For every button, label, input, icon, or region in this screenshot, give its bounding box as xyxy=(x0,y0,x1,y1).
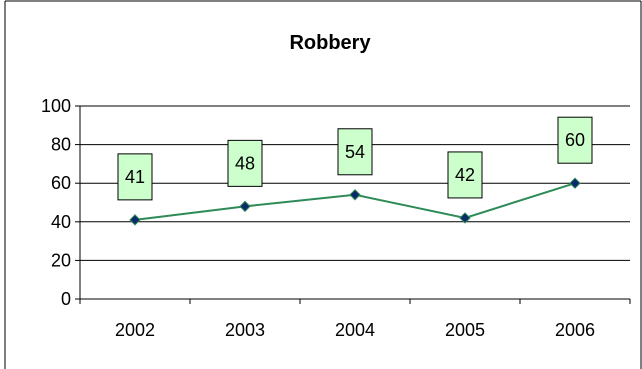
data-point xyxy=(129,214,141,226)
data-label-value: 60 xyxy=(565,130,585,150)
data-label-value: 41 xyxy=(125,167,145,187)
data-label-value: 48 xyxy=(235,153,255,173)
data-label: 48 xyxy=(227,139,263,187)
data-label-box xyxy=(337,128,373,176)
data-markers xyxy=(129,177,581,226)
data-point xyxy=(349,189,361,201)
x-tick-label: 2002 xyxy=(115,320,155,340)
data-label-box xyxy=(447,151,483,199)
x-tick-label: 2003 xyxy=(225,320,265,340)
data-label-box xyxy=(227,139,263,187)
data-point xyxy=(239,200,251,213)
y-tick-label: 20 xyxy=(51,250,71,270)
data-label-value: 54 xyxy=(345,142,365,162)
y-tick-label: 60 xyxy=(51,173,71,193)
y-tick-label: 80 xyxy=(51,135,71,155)
axes xyxy=(75,105,631,304)
y-tick-label: 100 xyxy=(41,96,71,116)
data-point xyxy=(459,212,471,224)
data-label: 41 xyxy=(117,153,153,201)
data-label: 60 xyxy=(557,116,593,164)
data-labels: 41 48 54 42 60 xyxy=(117,116,593,201)
x-tick-label: 2006 xyxy=(555,320,595,340)
data-label: 54 xyxy=(337,128,373,176)
series-line xyxy=(134,182,576,221)
series-line-path xyxy=(134,182,576,221)
data-label-value: 42 xyxy=(455,165,475,185)
x-tick-label: 2005 xyxy=(445,320,485,340)
data-point xyxy=(569,177,581,189)
data-label-box xyxy=(117,153,153,201)
data-label: 42 xyxy=(447,151,483,199)
y-tick-label: 0 xyxy=(61,289,71,309)
chart-title: Robbery xyxy=(289,32,371,54)
y-tick-label: 40 xyxy=(51,212,71,232)
data-label-box xyxy=(557,116,593,164)
x-tick-label: 2004 xyxy=(335,320,375,340)
tick-labels: 0 20 40 60 80 100 2002 2003 2004 2005 2006 xyxy=(41,96,595,340)
